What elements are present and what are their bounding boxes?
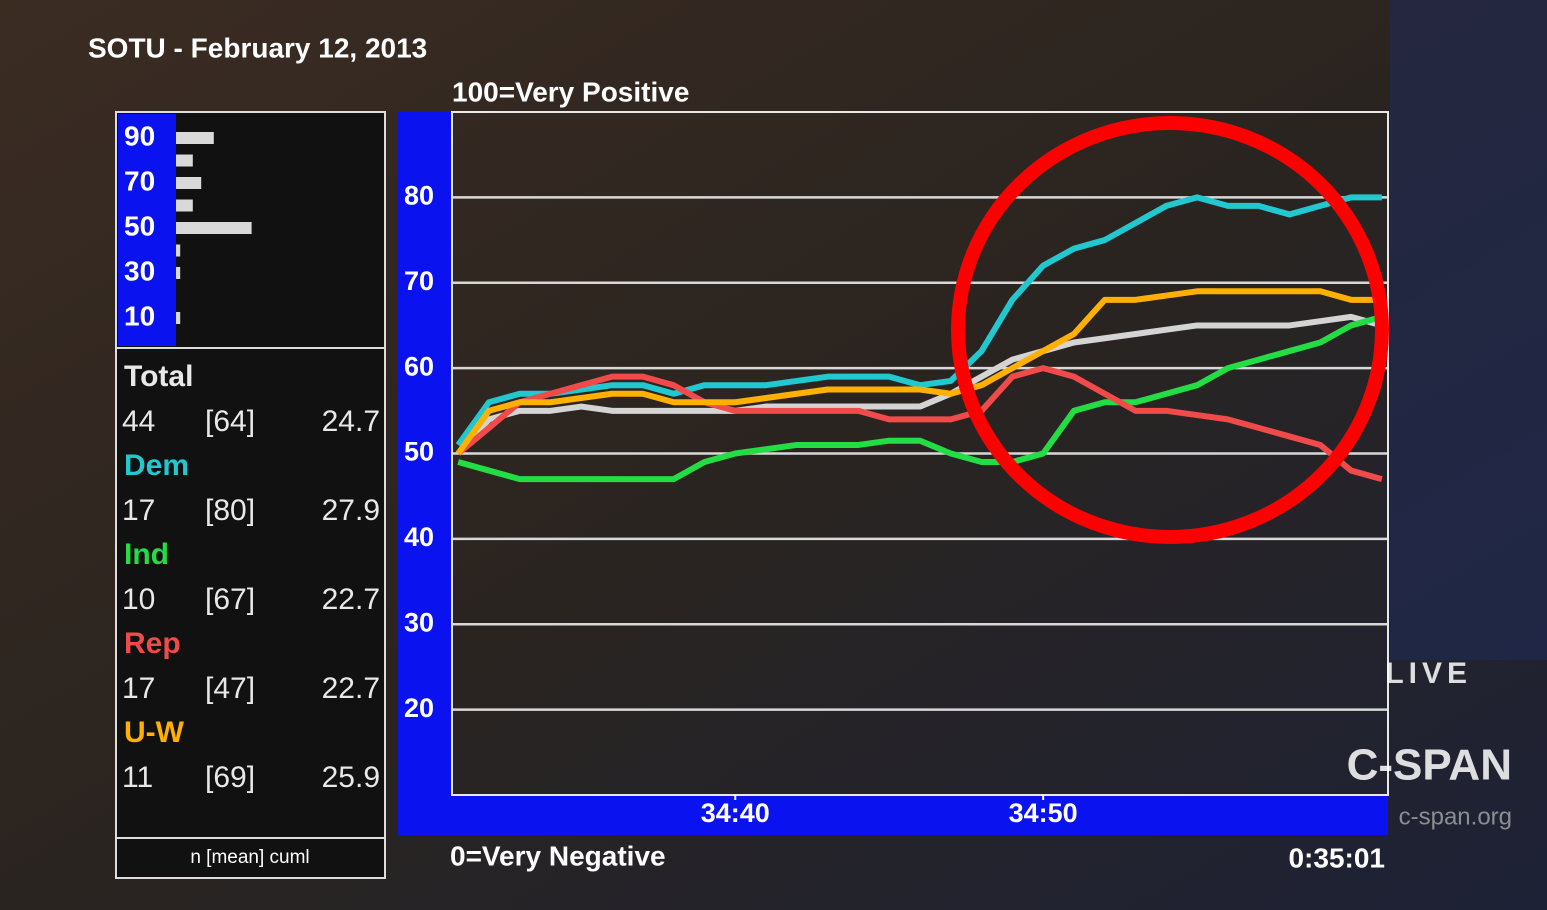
stat-cuml: 25.9 — [322, 761, 380, 794]
histogram-tick-label: 90 — [124, 120, 155, 151]
histogram-bar — [176, 132, 214, 144]
stat-mean: [64] — [205, 405, 255, 438]
histogram-tick-label: 70 — [124, 165, 155, 196]
plot-frame — [451, 111, 1389, 796]
stat-cuml: 24.7 — [322, 405, 380, 438]
histogram-bar — [176, 154, 193, 167]
legend-name: Ind — [124, 538, 169, 571]
stat-cuml: 22.7 — [322, 672, 380, 705]
plot — [452, 194, 1388, 711]
series-line — [455, 194, 1382, 447]
legend-name: Dem — [124, 449, 189, 482]
histogram-bar — [176, 312, 181, 324]
y-tick-label: 20 — [404, 693, 434, 723]
histogram-axis — [118, 114, 176, 346]
stats-header: n [mean] cuml — [190, 847, 309, 868]
histogram-bar — [176, 244, 181, 257]
stats-footer — [115, 837, 386, 879]
backdrop — [1390, 0, 1547, 660]
legend-name: Total — [124, 360, 193, 393]
x-tick-label: 34:50 — [1009, 798, 1078, 828]
histogram-bar — [176, 222, 252, 234]
y-tick-label: 30 — [404, 607, 434, 637]
stat-n: 17 — [122, 672, 155, 705]
histogram-bar — [176, 177, 202, 189]
histogram-tick-label: 30 — [124, 255, 155, 286]
stat-n: 11 — [122, 761, 153, 794]
y-tick-label: 80 — [404, 181, 434, 211]
stat-cuml: 22.7 — [322, 583, 380, 616]
network-logo: C-SPAN — [1347, 741, 1512, 790]
y-tick-label: 50 — [404, 437, 434, 467]
stat-mean: [69] — [205, 761, 255, 794]
histogram-tick-label: 50 — [124, 210, 155, 241]
series-line — [455, 288, 1382, 456]
stat-mean: [67] — [205, 583, 255, 616]
legend-name: U-W — [124, 716, 185, 749]
histogram-bar — [176, 267, 181, 279]
stat-cuml: 27.9 — [322, 494, 380, 527]
network-site: c-span.org — [1399, 803, 1512, 830]
highlight-circle — [951, 116, 1389, 544]
histogram-tick-label: 10 — [124, 300, 155, 331]
series-line — [455, 313, 1383, 456]
histogram-bar — [176, 199, 193, 212]
series-line — [457, 314, 1383, 483]
x-axis-strip — [452, 795, 1388, 835]
x-tick-label: 34:40 — [701, 798, 770, 828]
y-tick-label: 70 — [404, 266, 434, 296]
title: SOTU - February 12, 2013 — [88, 32, 427, 63]
clock: 0:35:01 — [1288, 842, 1385, 873]
series-line — [456, 365, 1383, 483]
legend-name: Rep — [124, 627, 181, 660]
bottom-label: 0=Very Negative — [450, 840, 666, 871]
live-badge: LIVE — [1385, 657, 1472, 690]
y-axis-strip — [398, 112, 452, 835]
y-tick-label: 60 — [404, 351, 434, 381]
stat-n: 10 — [122, 583, 155, 616]
stat-mean: [80] — [205, 494, 255, 527]
y-tick-label: 40 — [404, 522, 434, 552]
stat-n: 44 — [122, 405, 155, 438]
stat-n: 17 — [122, 494, 155, 527]
stat-mean: [47] — [205, 672, 255, 705]
top-label: 100=Very Positive — [452, 76, 689, 107]
